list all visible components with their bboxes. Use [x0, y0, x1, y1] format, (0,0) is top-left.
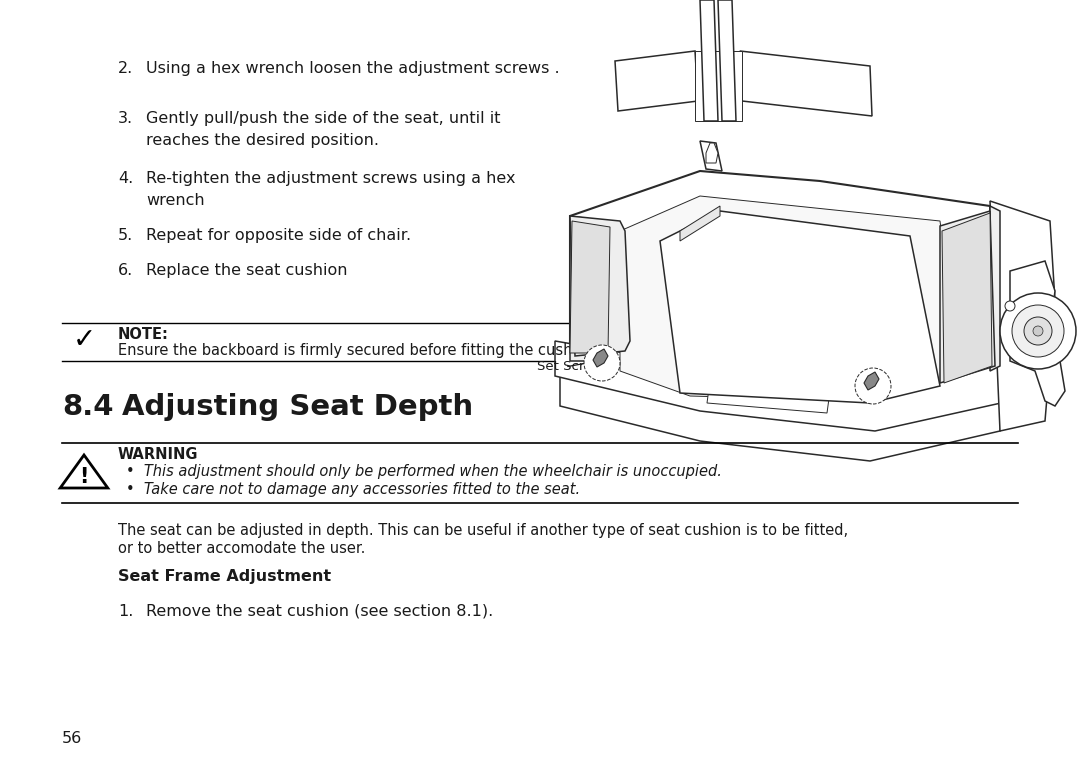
Polygon shape: [864, 372, 879, 390]
Polygon shape: [990, 201, 1055, 431]
Text: Replace the seat cushion: Replace the seat cushion: [146, 263, 348, 278]
Text: wrench: wrench: [146, 193, 204, 208]
Polygon shape: [620, 196, 960, 401]
Text: •  Take care not to damage any accessories fitted to the seat.: • Take care not to damage any accessorie…: [126, 482, 580, 497]
Text: Re-tighten the adjustment screws using a hex: Re-tighten the adjustment screws using a…: [146, 171, 515, 186]
Text: reaches the desired position.: reaches the desired position.: [146, 133, 379, 148]
Text: Gently pull/push the side of the seat, until it: Gently pull/push the side of the seat, u…: [146, 111, 500, 126]
Text: !: !: [79, 467, 89, 487]
Circle shape: [1012, 305, 1064, 357]
Polygon shape: [593, 349, 608, 367]
Polygon shape: [615, 51, 698, 111]
Circle shape: [584, 345, 620, 381]
Text: Using a hex wrench loosen the adjustment screws .: Using a hex wrench loosen the adjustment…: [146, 61, 559, 76]
Polygon shape: [700, 0, 718, 121]
Text: 1.: 1.: [118, 604, 133, 619]
Polygon shape: [707, 381, 831, 413]
Polygon shape: [700, 141, 723, 171]
Polygon shape: [570, 171, 1000, 401]
Polygon shape: [940, 211, 995, 383]
Text: or to better accomodate the user.: or to better accomodate the user.: [118, 541, 365, 556]
Polygon shape: [942, 213, 993, 383]
Text: 2.: 2.: [118, 61, 133, 76]
Text: NOTE:: NOTE:: [118, 327, 168, 342]
Text: Adjusting Seat Depth: Adjusting Seat Depth: [122, 393, 473, 421]
Polygon shape: [660, 211, 940, 403]
Circle shape: [1000, 293, 1076, 369]
Text: Set Screw: Set Screw: [537, 361, 604, 374]
Polygon shape: [718, 0, 735, 121]
Text: ✓: ✓: [72, 326, 96, 354]
Text: 8.4: 8.4: [62, 393, 113, 421]
Polygon shape: [696, 51, 742, 121]
Polygon shape: [990, 206, 1000, 371]
Text: 5.: 5.: [118, 228, 133, 243]
Text: 3.: 3.: [118, 111, 133, 126]
Text: •  This adjustment should only be performed when the wheelchair is unoccupied.: • This adjustment should only be perform…: [126, 464, 721, 479]
Polygon shape: [680, 206, 720, 241]
Circle shape: [1005, 301, 1015, 311]
Text: 56: 56: [62, 731, 82, 746]
Circle shape: [1024, 317, 1052, 345]
Text: Seat Frame Adjustment: Seat Frame Adjustment: [118, 569, 332, 584]
Circle shape: [1032, 326, 1043, 336]
Text: WARNING: WARNING: [118, 447, 199, 462]
Polygon shape: [706, 143, 718, 163]
Text: The seat can be adjusted in depth. This can be useful if another type of seat cu: The seat can be adjusted in depth. This …: [118, 523, 848, 538]
Text: Repeat for opposite side of chair.: Repeat for opposite side of chair.: [146, 228, 411, 243]
Polygon shape: [570, 216, 605, 361]
Polygon shape: [570, 221, 610, 353]
Polygon shape: [740, 51, 872, 116]
Text: Ensure the backboard is firmly secured before fitting the cushion or using the w: Ensure the backboard is firmly secured b…: [118, 343, 775, 358]
Polygon shape: [561, 371, 1005, 461]
Polygon shape: [555, 341, 1010, 431]
Polygon shape: [570, 216, 630, 356]
Polygon shape: [1010, 261, 1065, 406]
Circle shape: [855, 368, 891, 404]
Text: Remove the seat cushion (see section 8.1).: Remove the seat cushion (see section 8.1…: [146, 604, 494, 619]
Text: 4.: 4.: [118, 171, 133, 186]
Text: 6.: 6.: [118, 263, 133, 278]
